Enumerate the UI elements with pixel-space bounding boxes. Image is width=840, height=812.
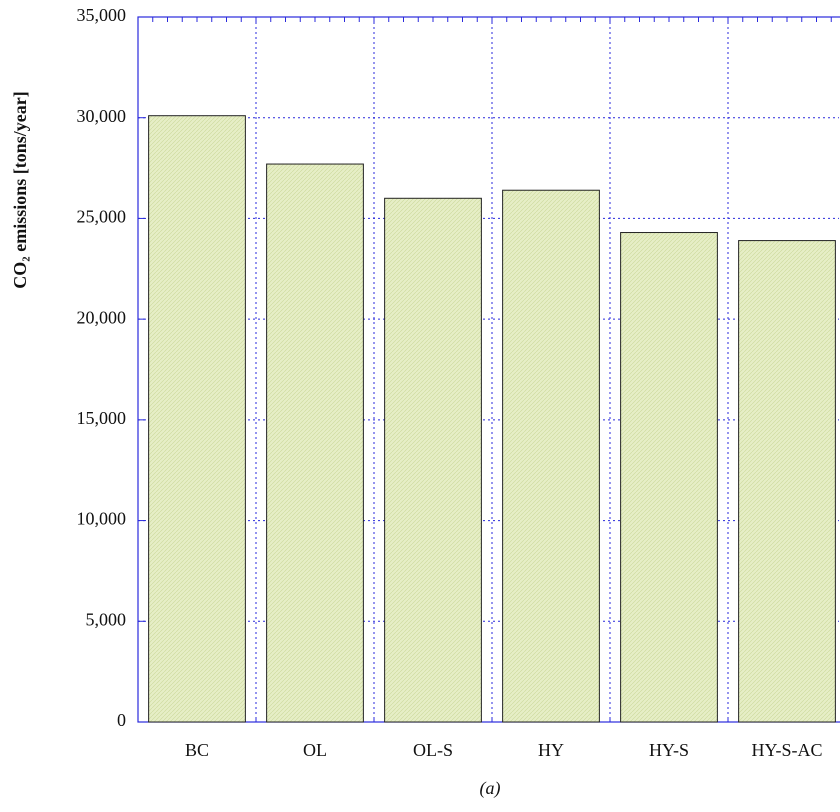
x-tick-label: BC <box>185 740 209 760</box>
x-tick-label: OL <box>303 740 327 760</box>
y-tick-label: 20,000 <box>77 307 127 327</box>
x-tick-label: HY-S-AC <box>751 740 822 760</box>
bar <box>502 189 600 723</box>
y-tick-label: 5,000 <box>86 609 127 629</box>
x-tick-label: OL-S <box>413 740 453 760</box>
y-tick-label: 0 <box>117 710 126 730</box>
bar <box>620 232 718 723</box>
x-tick-label: HY <box>538 740 564 760</box>
bar <box>266 163 364 723</box>
y-tick-label: 15,000 <box>77 408 127 428</box>
bar <box>384 197 482 723</box>
bar <box>148 115 246 723</box>
bar <box>738 240 836 723</box>
y-axis-label: CO₂ emissions [tons/year] <box>10 91 30 288</box>
y-tick-label: 10,000 <box>77 509 127 529</box>
x-tick-label: HY-S <box>649 740 689 760</box>
plot-frame <box>137 16 840 723</box>
y-tick-label: 35,000 <box>77 5 127 25</box>
caption: (a) <box>480 778 501 799</box>
y-tick-label: 25,000 <box>77 207 127 227</box>
y-tick-label: 30,000 <box>77 106 127 126</box>
